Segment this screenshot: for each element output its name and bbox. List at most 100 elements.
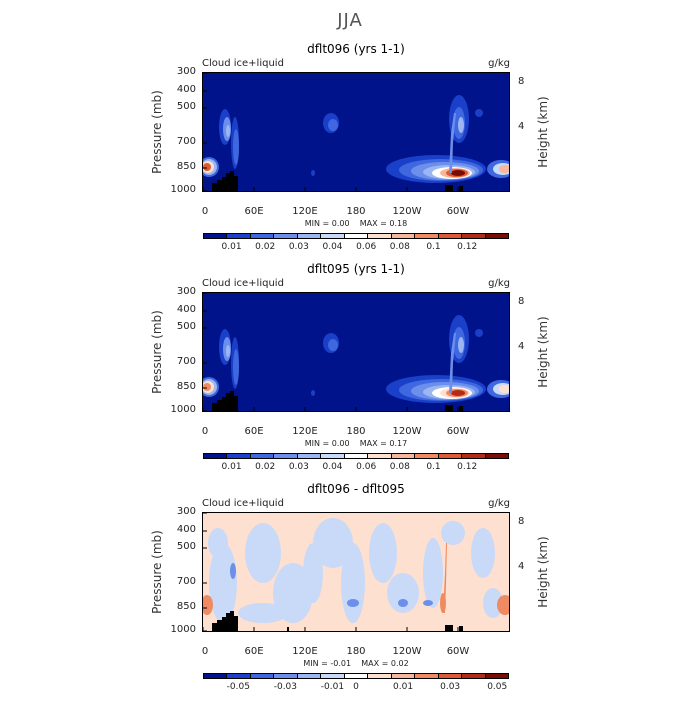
colorbar-segment [321,234,345,238]
y2-axis-label-container: Height (km) [536,512,550,632]
max-label: MAX = 0.18 [359,219,408,228]
longitude-tick-label: 0 [201,646,209,657]
y-axis-label: Pressure (mb) [150,310,164,394]
colorbar-segment [415,454,439,458]
colorbar-segment [391,454,416,458]
contour-region [423,538,443,608]
units-label: g/kg [488,498,510,509]
pressure-tick-label: 850 [176,381,196,392]
contour-region [369,523,397,583]
contour-region [347,599,359,607]
colorbar-label: 0.01 [221,462,242,472]
contour-region [499,385,509,393]
heatmap-svg [203,513,509,631]
topography [212,391,238,411]
chart-panel-1: dflt096 (yrs 1-1) Cloud ice+liquid g/kg … [0,42,700,272]
contour-region [208,528,228,558]
contour-region [449,113,456,173]
variable-label: Cloud ice+liquid [202,58,284,69]
longitude-tick-label: 120E [292,426,318,437]
colorbar-label: 0.04 [322,242,343,252]
colorbar-label: 0.03 [288,462,309,472]
contour-region [233,349,239,385]
colorbar-label: 0.01 [393,682,414,692]
topography [445,405,453,411]
colorbar-segment [485,234,509,238]
variable-label: Cloud ice+liquid [202,278,284,289]
heatmap-svg [203,293,509,411]
colorbar-segment [368,454,392,458]
colorbar-segment [415,234,439,238]
height-tick-label: 4 [518,121,525,132]
contour-region [226,125,230,137]
contour-region [313,518,353,568]
colorbar-segment [250,234,275,238]
pressure-tick-label: 1000 [170,624,196,635]
colorbar-label: 0.03 [288,242,309,252]
units-label: g/kg [488,58,510,69]
colorbar-segment [321,454,345,458]
pressure-tick-label: 500 [176,321,196,332]
longitude-tick-label: 0 [201,426,209,437]
chart-panel-2: dflt095 (yrs 1-1) Cloud ice+liquid g/kg … [0,262,700,492]
topography [459,186,463,191]
longitude-tick-label: 60W [446,206,470,217]
contour-region [203,163,211,171]
contour-region [443,543,447,613]
contour-region [423,600,433,606]
colorbar-label: 0.04 [322,462,343,472]
colorbar-label: 0.01 [221,242,242,252]
longitude-tick-label: 60E [244,646,264,657]
pressure-tick-label: 300 [176,506,196,517]
pressure-tick-label: 300 [176,66,196,77]
contour-region [471,528,495,578]
pressure-tick-label: 500 [176,101,196,112]
height-tick-label: 8 [518,516,525,527]
contour-region [238,603,288,623]
contour-region [230,563,236,579]
height-tick-label: 4 [518,341,525,352]
colorbar-segment [462,454,486,458]
colorbar-segment [438,454,463,458]
longitude-tick-label: 120W [392,646,422,657]
longitude-tick-label: 120W [392,426,422,437]
contour-region [341,543,365,623]
y-axis-label-container: Pressure (mb) [150,292,164,412]
contour-region [475,109,483,117]
longitude-tick-label: 120E [292,206,318,217]
colorbar-segment [204,674,228,678]
colorbar-segment [368,234,392,238]
topography [212,611,238,631]
colorbar-label: 0.06 [356,462,377,472]
colorbar-label: 0.08 [389,242,410,252]
contour-region [483,588,503,618]
pressure-tick-label: 700 [176,136,196,147]
colorbar-segment [204,234,228,238]
topography [287,627,289,631]
colorbar-segment [250,674,275,678]
colorbar-segment [344,454,369,458]
colorbar-segment [344,234,369,238]
min-max-readout: MIN = 0.00 MAX = 0.18 [202,219,510,228]
colorbar-label: 0.03 [440,682,461,692]
max-label: MAX = 0.02 [361,659,409,668]
colorbar-segment [321,674,345,678]
colorbar-label: -0.05 [226,682,250,692]
longitude-tick-label: 180 [346,206,366,217]
colorbar-segment [227,674,251,678]
contour-region [328,119,338,131]
contour-region [499,165,509,173]
panel-title: dflt096 (yrs 1-1) [307,42,405,56]
pressure-tick-label: 400 [176,84,196,95]
contour-region [451,170,465,176]
topography [212,171,238,191]
contour-region [209,543,237,623]
min-max-readout: MIN = 0.00 MAX = 0.17 [202,439,510,448]
panel-title: dflt095 (yrs 1-1) [307,262,405,276]
longitude-tick-label: 60W [446,426,470,437]
height-tick-label: 8 [518,296,525,307]
colorbar-label: -0.01 [320,682,345,692]
colorbar-label: -0.03 [273,682,298,692]
pressure-tick-label: 850 [176,601,196,612]
pressure-tick-label: 700 [176,576,196,587]
